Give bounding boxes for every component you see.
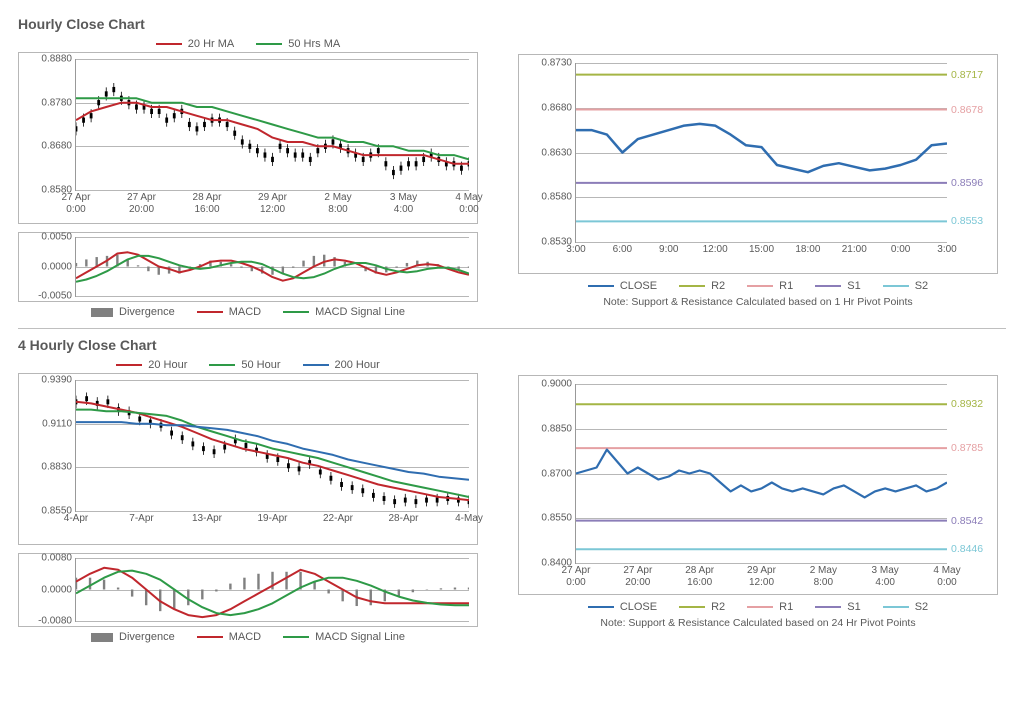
legend-item: MACD Signal Line <box>283 306 405 318</box>
x-tick-label: 3:00 <box>566 242 585 256</box>
x-tick-label: 15:00 <box>749 242 774 256</box>
level-label-R2: 0.8932 <box>947 398 983 410</box>
h4-price-chart: 0.85500.88300.91100.93904-Apr7-Apr13-Apr… <box>18 373 478 545</box>
section-1: 20 Hr MA 50 Hrs MA 0.8580 0.8680 0.8780 0.88… <box>18 36 1006 320</box>
legend-item: R1 <box>747 280 793 292</box>
x-tick-label: 3:00 <box>937 242 956 256</box>
x-tick-label: 21:00 <box>842 242 867 256</box>
y-tick-label: 0.9110 <box>42 418 76 429</box>
x-tick-label: 27 Apr0:00 <box>562 563 591 588</box>
legend-item: S2 <box>883 280 928 292</box>
x-tick-label: 27 Apr0:00 <box>62 190 91 215</box>
x-tick-label: 27 Apr20:00 <box>623 563 652 588</box>
section-2-title: 4 Hourly Close Chart <box>18 337 1006 353</box>
legend-item: 200 Hour <box>303 359 380 371</box>
x-tick-label: 13-Apr <box>192 511 222 525</box>
section-1-title: Hourly Close Chart <box>18 16 1006 32</box>
y-tick-label: 0.8680 <box>41 141 76 152</box>
x-tick-label: 7-Apr <box>129 511 153 525</box>
y-tick-label: 0.0000 <box>41 261 76 272</box>
y-tick-label: 0.0080 <box>41 553 76 564</box>
y-tick-label: 0.0050 <box>41 232 76 243</box>
x-tick-label: 29 Apr12:00 <box>747 563 776 588</box>
sr1-legend: CLOSE R2 R1 S1 S2 <box>518 280 998 292</box>
legend-item: CLOSE <box>588 601 657 613</box>
y-tick-label: 0.9000 <box>541 379 576 390</box>
legend-item: S2 <box>883 601 928 613</box>
y-tick-label: 0.8830 <box>41 462 76 473</box>
y-tick-label: -0.0050 <box>38 291 76 302</box>
legend-item: 20 Hour <box>116 359 187 371</box>
legend-item: MACD <box>197 631 261 643</box>
x-tick-label: 22-Apr <box>323 511 353 525</box>
y-tick-label: 0.0000 <box>41 584 76 595</box>
level-label-R2: 0.8717 <box>947 69 983 81</box>
legend-item: CLOSE <box>588 280 657 292</box>
sr1-note: Note: Support & Resistance Calculated ba… <box>518 296 998 308</box>
y-tick-label: 0.8850 <box>541 423 576 434</box>
x-tick-label: 2 May8:00 <box>324 190 351 215</box>
level-label-R1: 0.8785 <box>947 442 983 454</box>
x-tick-label: 28 Apr16:00 <box>685 563 714 588</box>
legend-item: MACD Signal Line <box>283 631 405 643</box>
separator <box>18 328 1006 329</box>
x-tick-label: 28-Apr <box>388 511 418 525</box>
legend-item: R2 <box>679 601 725 613</box>
hourly-macd-chart: -0.0050 0.0000 0.0050 <box>18 232 478 302</box>
legend-item: R2 <box>679 280 725 292</box>
x-tick-label: 4 May0:00 <box>933 563 960 588</box>
h4-macd-chart: -0.0080 0.0000 0.0080 <box>18 553 478 627</box>
legend-item: 50 Hrs MA <box>256 38 340 50</box>
sr2-note: Note: Support & Resistance Calculated ba… <box>518 617 998 629</box>
legend-item: MACD <box>197 306 261 318</box>
price1-legend: 20 Hr MA 50 Hrs MA <box>18 38 478 50</box>
section-2: 20 Hour 50 Hour 200 Hour 0.8550 0.8830 0.911… <box>18 357 1006 645</box>
level-label-S2: 0.8553 <box>947 215 983 227</box>
hourly-sr-chart: 0.85300.85800.86300.86800.87303:006:009:… <box>518 54 998 274</box>
sr2-legend: CLOSE R2 R1 S1 S2 <box>518 601 998 613</box>
y-tick-label: 0.8880 <box>41 54 76 65</box>
x-tick-label: 6:00 <box>613 242 632 256</box>
x-tick-label: 3 May4:00 <box>872 563 899 588</box>
y-tick-label: 0.9390 <box>41 375 76 386</box>
y-tick-label: 0.8780 <box>41 97 76 108</box>
y-tick-label: 0.8680 <box>541 102 576 113</box>
x-tick-label: 27 Apr20:00 <box>127 190 156 215</box>
legend-item: S1 <box>815 601 860 613</box>
x-tick-label: 12:00 <box>703 242 728 256</box>
y-tick-label: 0.8730 <box>541 58 576 69</box>
macd1-legend: Divergence MACD MACD Signal Line <box>18 306 478 318</box>
x-tick-label: 9:00 <box>659 242 678 256</box>
x-tick-label: 18:00 <box>795 242 820 256</box>
level-label-S2: 0.8446 <box>947 543 983 555</box>
h4-sr-chart: 0.84000.85500.87000.88500.900027 Apr0:00… <box>518 375 998 595</box>
x-tick-label: 29 Apr12:00 <box>258 190 287 215</box>
macd2-legend: Divergence MACD MACD Signal Line <box>18 631 478 643</box>
x-tick-label: 28 Apr16:00 <box>193 190 222 215</box>
y-tick-label: 0.8550 <box>541 513 576 524</box>
x-tick-label: 4-May <box>455 511 483 525</box>
x-tick-label: 2 May8:00 <box>810 563 837 588</box>
x-tick-label: 3 May4:00 <box>390 190 417 215</box>
level-label-S1: 0.8542 <box>947 515 983 527</box>
legend-item: Divergence <box>91 631 175 643</box>
legend-item: R1 <box>747 601 793 613</box>
x-tick-label: 4-Apr <box>64 511 88 525</box>
x-tick-label: 4 May0:00 <box>455 190 482 215</box>
price2-legend: 20 Hour 50 Hour 200 Hour <box>18 359 478 371</box>
y-tick-label: -0.0080 <box>38 616 76 627</box>
level-label-R1: 0.8678 <box>947 104 983 116</box>
hourly-price-chart: 0.85800.86800.87800.888027 Apr0:0027 Apr… <box>18 52 478 224</box>
legend-item: S1 <box>815 280 860 292</box>
level-label-S1: 0.8596 <box>947 177 983 189</box>
legend-item: Divergence <box>91 306 175 318</box>
legend-item: 20 Hr MA <box>156 38 234 50</box>
y-tick-label: 0.8630 <box>541 147 576 158</box>
y-tick-label: 0.8700 <box>541 468 576 479</box>
y-tick-label: 0.8580 <box>541 192 576 203</box>
x-tick-label: 19-Apr <box>257 511 287 525</box>
x-tick-label: 0:00 <box>891 242 910 256</box>
legend-item: 50 Hour <box>209 359 280 371</box>
